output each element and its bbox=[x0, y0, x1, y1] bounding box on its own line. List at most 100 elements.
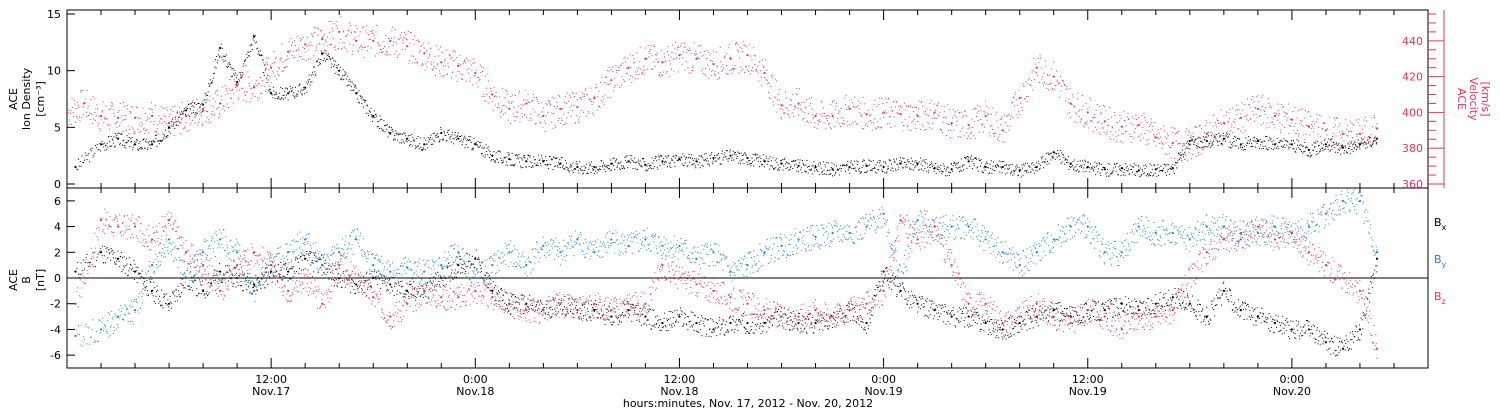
velocity-dot bbox=[612, 71, 614, 73]
density-dot bbox=[1255, 141, 1257, 143]
velocity-dot bbox=[743, 44, 745, 46]
velocity-dot bbox=[1186, 159, 1188, 161]
bx-dot bbox=[174, 295, 176, 297]
velocity-dot bbox=[816, 127, 818, 129]
density-dot bbox=[648, 165, 650, 167]
velocity-dot bbox=[302, 47, 304, 49]
density-dot bbox=[499, 150, 501, 152]
density-dot bbox=[1050, 152, 1052, 154]
density-dot bbox=[960, 158, 962, 160]
density-dot bbox=[1286, 144, 1288, 146]
velocity-dot bbox=[578, 122, 580, 124]
density-dot bbox=[740, 163, 742, 165]
density-dot bbox=[648, 168, 650, 170]
density-dot bbox=[887, 168, 889, 170]
density-dot bbox=[1095, 166, 1097, 168]
density-dot bbox=[368, 109, 370, 111]
velocity-dot bbox=[1006, 115, 1008, 117]
velocity-dot bbox=[1162, 144, 1164, 146]
density-dot bbox=[640, 165, 642, 167]
density-dot bbox=[1117, 174, 1119, 176]
velocity-dot bbox=[917, 120, 919, 122]
density-dot bbox=[519, 157, 521, 159]
velocity-dot bbox=[1243, 103, 1245, 105]
velocity-dot bbox=[368, 38, 370, 40]
date-tick-label: Nov.17 bbox=[252, 385, 290, 398]
density-dot bbox=[1104, 167, 1106, 169]
density-dot bbox=[918, 161, 920, 163]
velocity-dot bbox=[133, 131, 135, 133]
velocity-dot bbox=[676, 57, 678, 59]
density-dot bbox=[246, 53, 248, 55]
density-dot bbox=[780, 160, 782, 162]
density-point bbox=[780, 162, 783, 165]
velocity-dot bbox=[70, 123, 72, 125]
density-dot bbox=[1280, 139, 1282, 141]
density-dot bbox=[1005, 165, 1007, 167]
bx-dot bbox=[119, 266, 121, 268]
bx-dot bbox=[162, 307, 164, 309]
density-dot bbox=[665, 155, 667, 157]
velocity-dot bbox=[341, 48, 343, 50]
velocity-dot bbox=[446, 73, 448, 75]
density-dot bbox=[737, 162, 739, 164]
density-dot bbox=[95, 147, 97, 149]
velocity-dot bbox=[613, 90, 615, 92]
velocity-dot bbox=[680, 45, 682, 47]
velocity-dot bbox=[213, 114, 215, 116]
bx-dot bbox=[154, 303, 156, 305]
density-dot bbox=[1125, 163, 1127, 165]
density-dot bbox=[1318, 145, 1320, 147]
velocity-dot bbox=[1008, 129, 1010, 131]
velocity-dot bbox=[242, 99, 244, 101]
velocity-dot bbox=[178, 106, 180, 108]
velocity-point bbox=[355, 39, 358, 42]
density-dot bbox=[859, 167, 861, 169]
velocity-dot bbox=[668, 54, 670, 56]
velocity-dot bbox=[618, 70, 620, 72]
velocity-dot bbox=[663, 53, 665, 55]
density-dot bbox=[759, 155, 761, 157]
density-dot bbox=[1101, 169, 1103, 171]
velocity-dot bbox=[80, 90, 82, 92]
density-dot bbox=[1180, 154, 1182, 156]
velocity-dot bbox=[332, 30, 334, 32]
density-dot bbox=[692, 163, 694, 165]
velocity-dot bbox=[1302, 108, 1304, 110]
density-dot bbox=[597, 170, 599, 172]
velocity-dot bbox=[931, 118, 933, 120]
velocity-dot bbox=[1197, 143, 1199, 145]
velocity-dot bbox=[360, 44, 362, 46]
density-dot bbox=[729, 151, 731, 153]
velocity-dot bbox=[762, 64, 764, 66]
velocity-dot bbox=[428, 42, 430, 44]
density-dot bbox=[661, 162, 663, 164]
velocity-dot bbox=[200, 115, 202, 117]
density-dot bbox=[140, 146, 142, 148]
density-dot bbox=[1333, 142, 1335, 144]
velocity-dot bbox=[1226, 111, 1228, 113]
density-dot bbox=[735, 151, 737, 153]
density-dot bbox=[828, 173, 830, 175]
velocity-dot bbox=[103, 121, 105, 123]
density-dot bbox=[864, 171, 866, 173]
velocity-dot bbox=[281, 43, 283, 45]
velocity-dot bbox=[651, 68, 653, 70]
density-dot bbox=[269, 91, 271, 93]
density-dot bbox=[1158, 174, 1160, 176]
density-dot bbox=[1069, 165, 1071, 167]
velocity-dot bbox=[737, 50, 739, 52]
density-point bbox=[1205, 139, 1208, 143]
density-dot bbox=[520, 167, 522, 169]
velocity-dot bbox=[84, 102, 86, 104]
velocity-dot bbox=[690, 72, 692, 74]
velocity-dot bbox=[942, 132, 944, 134]
velocity-dot bbox=[1306, 125, 1308, 127]
density-dot bbox=[104, 144, 106, 146]
velocity-dot bbox=[718, 77, 720, 79]
velocity-dot bbox=[777, 103, 779, 105]
bfield-tick-label: -2 bbox=[50, 298, 61, 311]
density-dot bbox=[1073, 167, 1075, 169]
density-dot bbox=[191, 101, 193, 103]
density-dot bbox=[953, 162, 955, 164]
